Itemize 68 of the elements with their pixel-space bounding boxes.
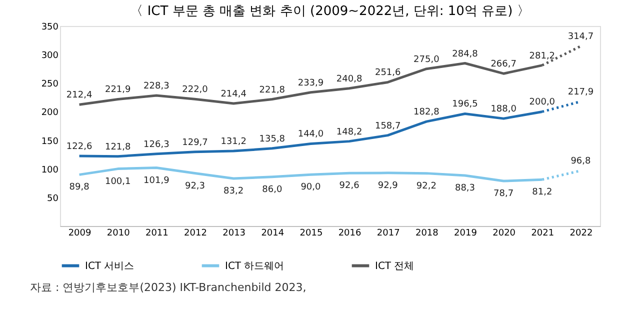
x-tick-label: 2015 xyxy=(300,228,323,238)
data-label: 214,4 xyxy=(220,89,247,100)
data-label: 100,1 xyxy=(104,176,131,187)
y-tick-label: 100 xyxy=(41,165,59,176)
data-label: 96,8 xyxy=(570,156,592,167)
data-label: 314,7 xyxy=(568,32,594,42)
data-label: 240,8 xyxy=(336,74,362,84)
data-label: 148,2 xyxy=(336,127,362,138)
data-label: 217,9 xyxy=(568,87,594,98)
data-label: 212,4 xyxy=(66,90,92,101)
data-label: 233,9 xyxy=(298,78,324,88)
x-tick-label: 2018 xyxy=(415,228,439,238)
data-label: 122,6 xyxy=(66,142,92,152)
legend-label: ICT 서비스 xyxy=(85,260,134,272)
x-tick-label: 2022 xyxy=(570,228,593,238)
x-tick-label: 2020 xyxy=(492,228,516,238)
y-tick-label: 200 xyxy=(41,108,59,118)
x-tick-label: 2009 xyxy=(68,228,92,238)
data-label: 284,8 xyxy=(452,49,478,60)
data-label: 92,9 xyxy=(378,180,398,191)
data-label: 251,6 xyxy=(374,68,402,78)
x-tick-label: 2017 xyxy=(376,228,400,238)
data-label: 121,8 xyxy=(104,142,132,152)
x-tick-label: 2014 xyxy=(261,228,284,238)
data-label: 158,7 xyxy=(374,121,401,132)
x-tick-label: 2021 xyxy=(531,228,554,238)
data-label: 81,2 xyxy=(532,188,552,198)
data-label: 83,2 xyxy=(224,186,244,196)
data-label: 221,8 xyxy=(259,85,286,96)
data-label: 221,9 xyxy=(104,85,132,96)
x-tick-label: 2011 xyxy=(145,228,168,238)
text: 자료 : 연방기후보호부(2023) IKT-Branchenbild 2023, xyxy=(30,281,306,294)
y-tick-label: 50 xyxy=(47,194,59,204)
data-label: 228,3 xyxy=(144,82,170,92)
data-label: 144,0 xyxy=(298,130,324,140)
data-label: 196,5 xyxy=(452,100,478,110)
data-label: 90,0 xyxy=(300,182,322,193)
data-label: 126,3 xyxy=(144,140,170,150)
data-label: 101,9 xyxy=(144,176,170,186)
chart-title: 〈 ICT 부문 총 매출 변화 추이 (2009~2022년, 단위: 10억 유로) 〉 xyxy=(130,4,530,19)
data-label: 86,0 xyxy=(262,184,282,195)
data-label: 89,8 xyxy=(69,182,90,193)
data-label: 222,0 xyxy=(182,85,208,96)
data-label: 275,0 xyxy=(414,54,440,65)
x-tick-label: 2016 xyxy=(338,228,362,238)
y-tick-label: 350 xyxy=(41,22,59,32)
data-label: 129,7 xyxy=(182,138,208,148)
y-tick-label: 300 xyxy=(41,51,59,62)
x-tick-label: 2012 xyxy=(184,228,207,238)
data-label: 78,7 xyxy=(494,189,514,200)
x-tick-label: 2019 xyxy=(454,228,478,238)
data-label: 131,2 xyxy=(220,137,246,148)
data-label: 281,2 xyxy=(529,51,556,62)
x-tick-label: 2013 xyxy=(222,228,246,238)
data-label: 92,3 xyxy=(184,181,206,192)
data-label: 135,8 xyxy=(259,134,286,144)
data-label: 266,7 xyxy=(490,60,516,70)
data-label: 188,0 xyxy=(490,104,517,115)
y-tick-label: 150 xyxy=(41,136,59,147)
data-label: 182,8 xyxy=(414,108,440,118)
y-tick-label: 250 xyxy=(41,80,59,90)
legend-label: ICT 전체 xyxy=(375,260,414,272)
data-label: 92,2 xyxy=(416,181,436,192)
legend-label: ICT 하드웨어 xyxy=(225,260,284,272)
data-label: 92,6 xyxy=(339,181,360,192)
data-label: 88,3 xyxy=(454,184,476,194)
data-label: 200,0 xyxy=(529,98,556,108)
x-tick-label: 2010 xyxy=(106,228,130,238)
